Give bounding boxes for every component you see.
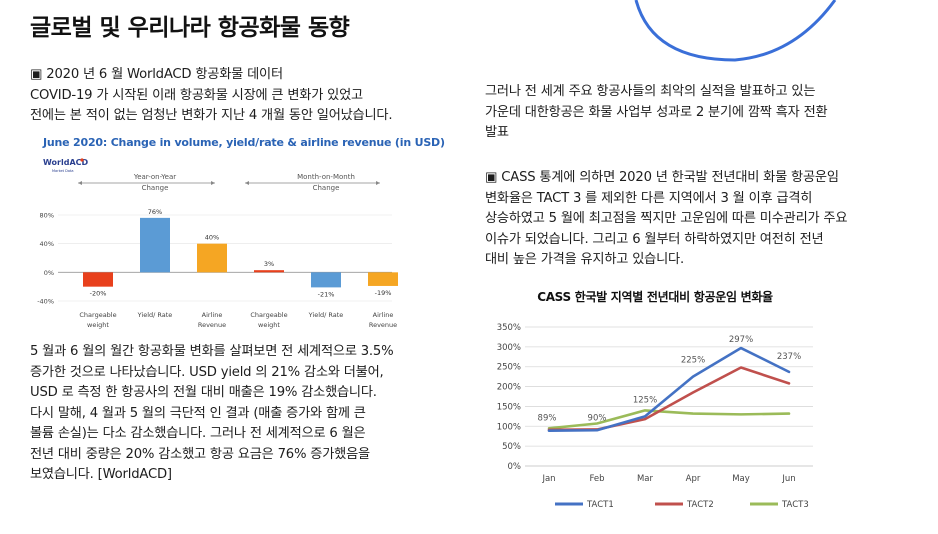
text-line: 대비 높은 가격을 유지하고 있습니다. bbox=[485, 252, 684, 267]
y-tick-label: 250% bbox=[497, 363, 521, 373]
bar bbox=[197, 243, 227, 273]
bar bbox=[368, 272, 398, 286]
category-label: Chargeable bbox=[250, 311, 287, 319]
text-line: 이슈가 되었습니다. 그리고 6 월부터 하락하였지만 여전히 전년 bbox=[485, 231, 824, 247]
y-tick-label: 200% bbox=[497, 383, 521, 393]
bar-value-label: -19% bbox=[375, 289, 392, 297]
category-label: Chargeable bbox=[79, 311, 116, 319]
category-label: Airline bbox=[202, 311, 223, 319]
data-label: 89% bbox=[538, 414, 557, 424]
data-label: 237% bbox=[777, 352, 801, 362]
text-line: 전에는 본 적이 없는 엄청난 변화가 지난 4 개월 동안 일어났습니다. bbox=[30, 108, 393, 123]
category-label: weight bbox=[87, 321, 109, 329]
y-tick-label: 300% bbox=[497, 343, 521, 353]
category-label: Revenue bbox=[198, 321, 226, 329]
bar bbox=[254, 270, 284, 273]
category-label: Yield/ Rate bbox=[137, 311, 173, 319]
y-tick-label: -40% bbox=[37, 298, 54, 306]
text-line: 다시 말해, 4 월과 5 월의 극단적 인 결과 (매출 증가와 함께 큰 bbox=[30, 405, 366, 421]
bar-value-label: 40% bbox=[205, 234, 219, 242]
data-label: 90% bbox=[588, 413, 607, 423]
group-label-yoy: Change bbox=[142, 184, 169, 192]
text-line: 발표 bbox=[485, 125, 509, 140]
bar bbox=[83, 272, 113, 287]
text-line: 그러나 전 세계 주요 항공사들의 최악의 실적을 발표하고 있는 bbox=[485, 84, 816, 99]
y-tick-label: 100% bbox=[497, 422, 521, 432]
category-label: Revenue bbox=[369, 321, 397, 329]
mom-range-arrow-head bbox=[376, 181, 380, 185]
text-line: USD 로 측정 한 항공사의 전월 대비 매출은 19% 감소했습니다. bbox=[30, 385, 377, 400]
chart-title: CASS 한국발 지역별 전년대비 항공운임 변화율 bbox=[537, 290, 773, 304]
series-line-tact2 bbox=[547, 366, 791, 432]
data-label: 225% bbox=[681, 356, 705, 366]
x-tick-label: Jan bbox=[541, 474, 555, 484]
x-tick-label: Mar bbox=[637, 474, 654, 484]
text-line: 5 월과 6 월의 월간 항공화물 변화를 살펴보면 전 세계적으로 3.5% bbox=[30, 344, 394, 359]
page-title: 글로벌 및 우리나라 항공화물 동향 bbox=[30, 15, 350, 41]
text-line: 가운데 대한항공은 화물 사업부 성과로 2 분기에 깜짝 흑자 전환 bbox=[485, 104, 828, 120]
worldacd-logo: WorldACD bbox=[43, 158, 89, 167]
bar bbox=[311, 272, 341, 288]
y-tick-label: 50% bbox=[502, 442, 521, 452]
legend-label: TACT3 bbox=[781, 500, 809, 510]
text-line: 볼륨 손실)는 다소 감소했습니다. 그러나 전 세계적으로 6 월은 bbox=[30, 426, 366, 441]
y-tick-label: 40% bbox=[40, 240, 54, 248]
monthly-change-paragraph: 5 월과 6 월의 월간 항공화물 변화를 살펴보면 전 세계적으로 3.5% … bbox=[30, 342, 394, 486]
worldacd-bar-figure: June 2020: Change in volume, yield/rate … bbox=[30, 133, 445, 338]
category-label: weight bbox=[258, 321, 280, 329]
group-label-mom: Change bbox=[313, 184, 340, 192]
cass-line-figure: CASS 한국발 지역별 전년대비 항공운임 변화율 0% 50% 100% 150%… bbox=[485, 286, 825, 524]
x-tick-label: Jun bbox=[781, 474, 795, 484]
text-line: 증가한 것으로 나타났습니다. USD yield 의 21% 감소와 더불어, bbox=[30, 364, 384, 380]
yoy-range-arrow-head bbox=[211, 181, 215, 185]
bar-chart: WorldACD Market Data Year-on-Year Change Mon… bbox=[37, 158, 398, 329]
y-tick-label: 80% bbox=[40, 212, 54, 220]
series-line-tact1 bbox=[547, 346, 791, 432]
mom-range-arrow-head bbox=[245, 181, 249, 185]
bar bbox=[140, 217, 170, 273]
group-label-mom: Month-on-Month bbox=[297, 173, 355, 181]
legend-label: TACT1 bbox=[586, 500, 614, 510]
legend-label: TACT2 bbox=[686, 500, 714, 510]
category-label: Yield/ Rate bbox=[308, 311, 344, 319]
x-tick-label: Apr bbox=[686, 474, 701, 484]
worldacd-intro-paragraph: ▣ 2020 년 6 월 WorldACD 항공화물 데이터 COVID-19 … bbox=[30, 65, 393, 127]
cass-stats-paragraph: ▣ CASS 통계에 의하면 2020 년 한국발 전년대비 화물 항공운임 변… bbox=[485, 168, 848, 271]
series-line-tact3 bbox=[547, 409, 791, 430]
text-line: ▣ CASS 통계에 의하면 2020 년 한국발 전년대비 화물 항공운임 bbox=[485, 170, 839, 185]
category-label: Airline bbox=[373, 311, 394, 319]
korean-air-paragraph: 그러나 전 세계 주요 항공사들의 최악의 실적을 발표하고 있는 가운데 대한… bbox=[485, 82, 828, 144]
y-tick-label: 0% bbox=[508, 462, 522, 472]
logo-dot-icon bbox=[80, 158, 84, 162]
text-line: 보였습니다. [WorldACD] bbox=[30, 467, 172, 482]
data-label: 297% bbox=[729, 335, 753, 345]
y-tick-label: 350% bbox=[497, 323, 521, 333]
y-tick-label: 150% bbox=[497, 402, 521, 412]
group-label-yoy: Year-on-Year bbox=[133, 173, 176, 181]
text-line: ▣ 2020 년 6 월 WorldACD 항공화물 데이터 bbox=[30, 67, 283, 82]
x-tick-label: May bbox=[732, 474, 750, 484]
worldacd-logo-subtitle: Market Data bbox=[52, 169, 74, 173]
bar-value-label: 3% bbox=[264, 260, 274, 268]
bar-value-label: 76% bbox=[148, 208, 162, 216]
data-label: 125% bbox=[633, 395, 657, 405]
bar-value-label: -21% bbox=[318, 290, 335, 298]
x-tick-label: Feb bbox=[589, 474, 604, 484]
text-line: 상승하였고 5 월에 최고점을 찍지만 고운임에 따른 미수관리가 주요 bbox=[485, 211, 848, 226]
y-tick-label: 0% bbox=[44, 269, 54, 277]
chart-title: June 2020: Change in volume, yield/rate … bbox=[43, 136, 445, 149]
line-chart: 0% 50% 100% 150% 200% 250% 300% 350% Jan Feb Mar Ap… bbox=[497, 323, 813, 510]
text-line: 전년 대비 중량은 20% 감소했고 항공 요금은 76% 증가했음을 bbox=[30, 446, 370, 462]
yoy-range-arrow-head bbox=[78, 181, 82, 185]
bar-value-label: -20% bbox=[90, 290, 107, 298]
text-line: 변화율은 TACT 3 를 제외한 다른 지역에서 3 월 이후 급격히 bbox=[485, 190, 813, 206]
text-line: COVID-19 가 시작된 이래 항공화물 시장에 큰 변화가 있었고 bbox=[30, 87, 363, 103]
